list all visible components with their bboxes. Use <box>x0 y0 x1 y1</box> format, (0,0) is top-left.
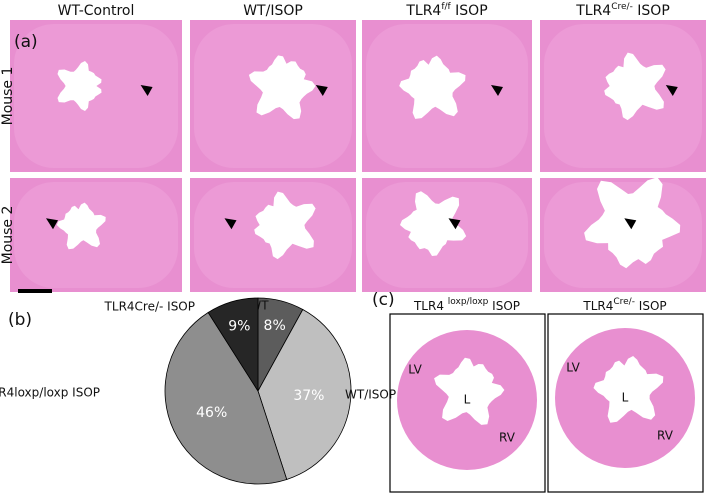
arrowhead <box>665 85 678 96</box>
cavity <box>57 61 102 111</box>
histology <box>10 20 706 470</box>
superscript: Cre/- <box>613 297 635 307</box>
cavity <box>400 191 467 256</box>
region-label: RV <box>499 431 516 445</box>
label-part: TLR4 <box>413 299 448 313</box>
superscript: Cre/- <box>611 2 633 12</box>
cavity <box>399 55 466 119</box>
pie-slice <box>257 308 352 480</box>
cavity <box>593 356 664 423</box>
label: TLR4 loxp/loxp ISOP <box>413 297 520 313</box>
panel-label: (b) <box>8 310 32 330</box>
region-label: RV <box>657 429 674 443</box>
label: TLR4Cre/- ISOP <box>582 297 666 313</box>
arrowhead <box>46 218 58 230</box>
label-part: TLR4 <box>575 3 611 19</box>
category-label: TLR4Cre/- ISOP <box>104 300 195 314</box>
region-label: L <box>622 391 629 405</box>
cavity <box>604 52 666 121</box>
label-part: ISOP <box>633 3 670 19</box>
value-label: 37% <box>293 388 324 404</box>
row-label: Mouse 2 <box>0 206 16 265</box>
arrowhead <box>448 218 461 230</box>
pie-slice <box>164 311 288 485</box>
row-label: Mouse 1 <box>0 67 16 126</box>
label-part: TLR4 <box>405 3 441 19</box>
region-label: LV <box>408 363 422 377</box>
region-label: LV <box>566 361 580 375</box>
panel-label: (a) <box>14 32 38 52</box>
panel-c-frame <box>389 313 546 493</box>
label: WT-Control <box>58 3 135 19</box>
cavity <box>248 55 316 120</box>
superscript: f/f <box>441 2 451 12</box>
label-part: WT-Control <box>58 3 135 19</box>
arrowhead <box>140 85 153 96</box>
category-label: WT/ISOP <box>345 388 396 402</box>
arrowhead <box>315 85 328 96</box>
value-label: 8% <box>264 318 286 334</box>
label-part: WT/ISOP <box>243 3 303 19</box>
region-label: L <box>464 393 471 407</box>
label-part: ISOP <box>451 3 488 19</box>
label-part: ISOP <box>488 299 520 313</box>
label: TLR4f/f ISOP <box>405 2 487 20</box>
label-part: TLR4 <box>582 299 613 313</box>
superscript: loxp/loxp <box>448 297 489 307</box>
arrowhead <box>224 218 237 230</box>
panel-c-frame <box>547 313 704 493</box>
arrowhead <box>491 85 503 96</box>
value-label: 46% <box>196 405 227 421</box>
cavity <box>434 357 505 425</box>
pie-slice <box>207 297 259 393</box>
cavity <box>56 202 106 250</box>
label-part: ISOP <box>635 299 667 313</box>
panel-label: (c) <box>372 290 395 310</box>
value-label: 9% <box>228 319 250 335</box>
label: TLR4Cre/- ISOP <box>575 2 670 20</box>
cavity <box>254 191 316 260</box>
label: WT/ISOP <box>243 3 303 19</box>
arrowhead <box>624 218 637 230</box>
